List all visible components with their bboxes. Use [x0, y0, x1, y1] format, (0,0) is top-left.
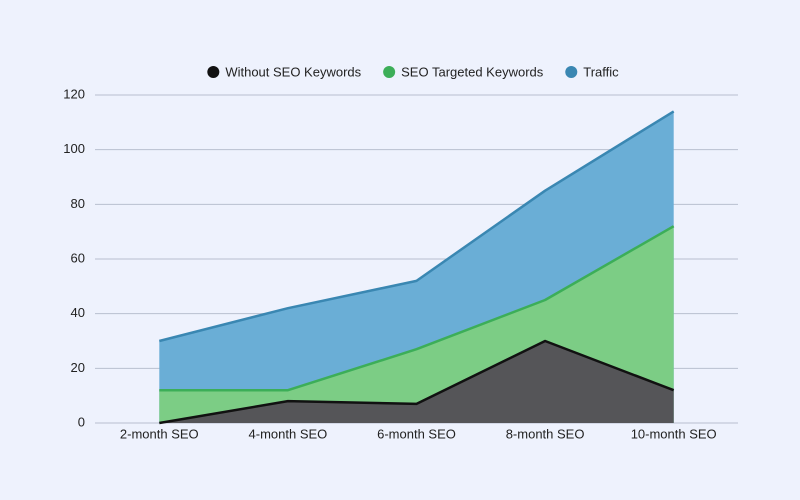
- legend-item: Without SEO Keywords: [207, 64, 362, 79]
- x-tick-label: 8-month SEO: [506, 426, 585, 441]
- y-tick-label: 60: [71, 250, 85, 265]
- legend-item: SEO Targeted Keywords: [383, 64, 544, 79]
- legend: Without SEO Keywords SEO Targeted Keyword…: [207, 64, 619, 79]
- legend-marker: [565, 66, 578, 78]
- legend-marker: [383, 66, 396, 78]
- x-tick-label: 2-month SEO: [120, 426, 199, 441]
- area-fill: [159, 341, 674, 423]
- y-tick-label: 80: [71, 196, 85, 211]
- x-tick-label: 4-month SEO: [249, 426, 328, 441]
- legend-label: Without SEO Keywords: [225, 64, 361, 79]
- x-tick-label: 10-month SEO: [631, 426, 717, 441]
- areas: [158, 110, 675, 425]
- area-line: [159, 225, 675, 392]
- y-tick-label: 100: [63, 141, 85, 156]
- legend-item: Traffic: [565, 64, 619, 79]
- area-line: [159, 339, 675, 425]
- legend-marker: [207, 66, 220, 78]
- y-tick-label: 40: [71, 305, 85, 320]
- legend-label: SEO Targeted Keywords: [401, 64, 544, 79]
- y-tick-label: 0: [78, 414, 85, 429]
- legend-label: Traffic: [583, 64, 619, 79]
- y-tick-label: 120: [63, 86, 85, 101]
- x-tick-label: 6-month SEO: [377, 426, 456, 441]
- y-tick-label: 20: [71, 360, 85, 375]
- labels: 0 20 40 60 80 100 120 2-month SEO 4-month SEO 6-m…: [63, 86, 716, 441]
- area-line: [158, 110, 675, 343]
